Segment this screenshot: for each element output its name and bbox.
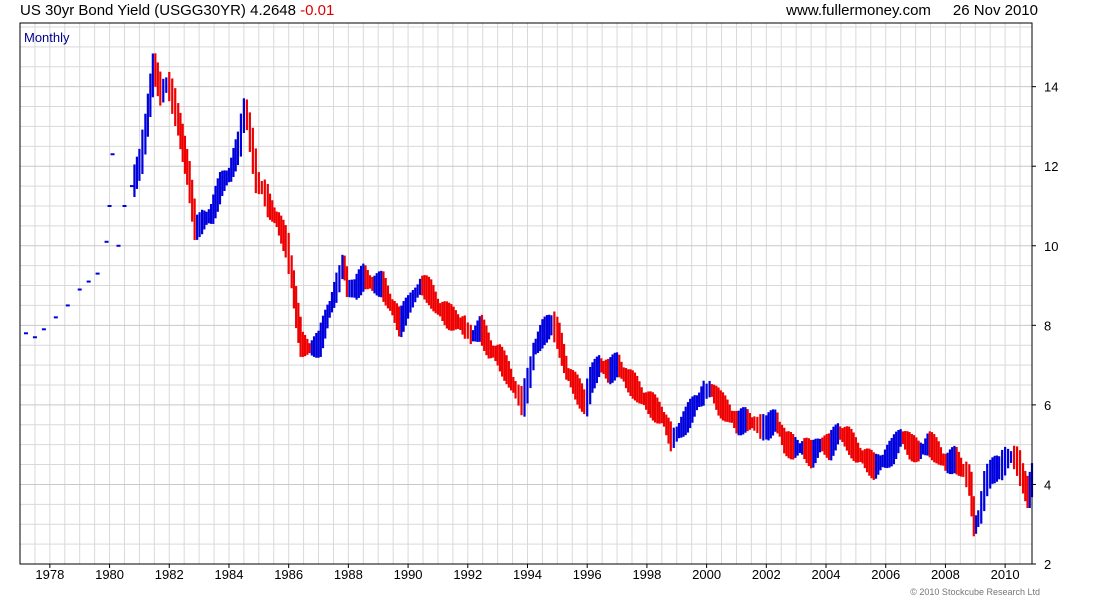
x-tick-label: 1980 bbox=[95, 567, 124, 582]
grid bbox=[19, 23, 1032, 565]
y-tick-label: 14 bbox=[1044, 80, 1058, 95]
chart-header-left: US 30yr Bond Yield (USGG30YR) 4.2648 -0.… bbox=[20, 2, 334, 19]
x-tick-label: 1986 bbox=[274, 567, 303, 582]
copyright-text: © 2010 Stockcube Research Ltd bbox=[910, 587, 1040, 597]
x-tick-label: 1984 bbox=[215, 567, 244, 582]
y-tick-label: 4 bbox=[1044, 477, 1051, 492]
x-tick-label: 1992 bbox=[453, 567, 482, 582]
y-tick-label: 6 bbox=[1044, 398, 1051, 413]
x-tick-label: 2010 bbox=[991, 567, 1020, 582]
y-axis: 2 4 6 8 10 12 14 bbox=[1032, 80, 1058, 572]
price-series bbox=[23, 53, 1034, 537]
x-tick-label: 2008 bbox=[931, 567, 960, 582]
plot-frame bbox=[19, 22, 1033, 565]
x-tick-label: 1988 bbox=[334, 567, 363, 582]
x-tick-label: 1996 bbox=[573, 567, 602, 582]
x-tick-label: 1994 bbox=[513, 567, 542, 582]
x-tick-label: 2004 bbox=[812, 567, 841, 582]
y-tick-label: 2 bbox=[1044, 557, 1051, 572]
y-tick-label: 8 bbox=[1044, 318, 1051, 333]
chart-header-right: www.fullermoney.com 26 Nov 2010 bbox=[786, 2, 1038, 19]
chart-date: 26 Nov 2010 bbox=[952, 2, 1038, 19]
last-value: 4.2648 bbox=[250, 2, 296, 19]
x-tick-label: 1982 bbox=[155, 567, 184, 582]
x-axis: 1978 1980 1982 1984 1986 1988 1990 1992 1994 1996… bbox=[35, 564, 1020, 582]
y-tick-label: 10 bbox=[1044, 239, 1058, 254]
x-tick-label: 2006 bbox=[871, 567, 900, 582]
period-label: Monthly bbox=[24, 30, 70, 45]
source-website: www.fullermoney.com bbox=[786, 2, 931, 19]
x-tick-label: 2002 bbox=[752, 567, 781, 582]
x-tick-label: 1978 bbox=[35, 567, 64, 582]
change-value: -0.01 bbox=[300, 2, 335, 19]
x-tick-label: 1998 bbox=[632, 567, 661, 582]
chart-title: US 30yr Bond Yield (USGG30YR) bbox=[20, 2, 246, 19]
x-tick-label: 1990 bbox=[394, 567, 423, 582]
x-tick-label: 2000 bbox=[692, 567, 721, 582]
y-tick-label: 12 bbox=[1044, 159, 1058, 174]
